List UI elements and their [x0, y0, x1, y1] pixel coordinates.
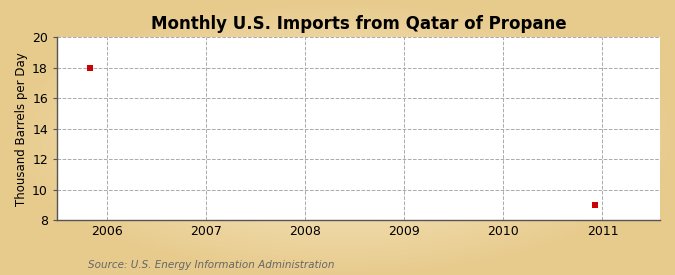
Y-axis label: Thousand Barrels per Day: Thousand Barrels per Day — [15, 52, 28, 206]
Text: Source: U.S. Energy Information Administration: Source: U.S. Energy Information Administ… — [88, 260, 334, 270]
Title: Monthly U.S. Imports from Qatar of Propane: Monthly U.S. Imports from Qatar of Propa… — [151, 15, 566, 33]
